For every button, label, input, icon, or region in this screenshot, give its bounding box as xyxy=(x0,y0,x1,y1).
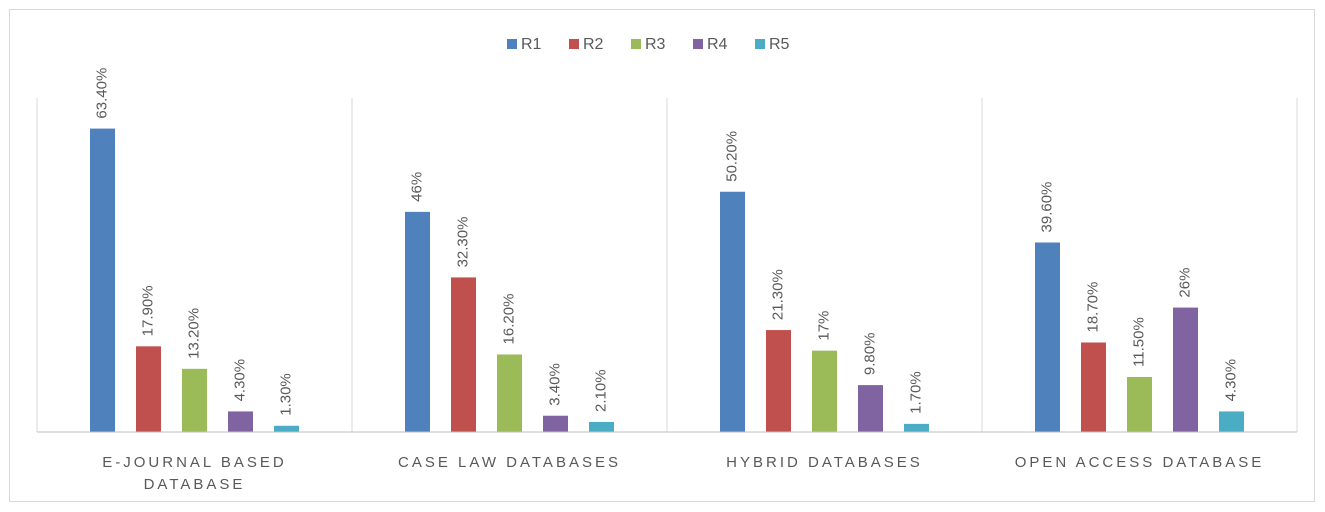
bar xyxy=(858,385,883,432)
bar xyxy=(136,346,161,432)
bar xyxy=(182,368,207,432)
value-label: 26% xyxy=(1176,268,1193,298)
x-tick-label: HYBRID DATABASES xyxy=(726,454,923,471)
bar xyxy=(543,415,568,432)
bar xyxy=(812,350,837,432)
x-tick-label: E-JOURNAL BASED DATABASE xyxy=(102,454,287,493)
value-label: 32.30% xyxy=(454,217,471,268)
value-label: 39.60% xyxy=(1038,182,1055,233)
value-label: 11.50% xyxy=(1130,317,1147,367)
legend-label: R4 xyxy=(707,36,728,53)
value-label: 17.90% xyxy=(139,285,156,336)
x-tick-label: OPEN ACCESS DATABASE xyxy=(1014,454,1265,471)
bar xyxy=(1035,242,1060,432)
legend-label: R5 xyxy=(769,36,790,53)
legend-label: R3 xyxy=(645,36,666,53)
value-label: 50.20% xyxy=(723,131,740,182)
bar xyxy=(274,425,299,432)
value-label: 16.20% xyxy=(500,294,517,345)
bar xyxy=(904,423,929,432)
bar xyxy=(405,211,430,432)
value-label: 17% xyxy=(815,311,832,341)
bar xyxy=(589,421,614,432)
value-label: 4.30% xyxy=(1222,359,1239,402)
bar xyxy=(720,191,745,432)
legend-label: R1 xyxy=(521,36,542,53)
value-label: 18.70% xyxy=(1084,282,1101,333)
legend-swatch xyxy=(569,39,579,49)
bar xyxy=(497,354,522,432)
bar xyxy=(90,128,115,433)
bar xyxy=(1173,307,1198,432)
legend-swatch xyxy=(755,39,765,49)
legend-swatch xyxy=(507,39,517,49)
legend-swatch xyxy=(693,39,703,49)
value-label: 21.30% xyxy=(769,269,786,320)
bar xyxy=(1127,376,1152,432)
value-label: 1.30% xyxy=(277,373,294,416)
bar xyxy=(451,277,476,432)
value-label: 4.30% xyxy=(231,359,248,402)
value-label: 46% xyxy=(408,172,425,202)
bar xyxy=(228,411,253,432)
bar xyxy=(766,330,791,432)
value-label: 3.40% xyxy=(546,363,563,406)
bar xyxy=(1219,411,1244,432)
bar xyxy=(1081,342,1106,432)
value-label: 2.10% xyxy=(592,369,609,412)
x-tick-label: CASE LAW DATABASES xyxy=(398,454,621,471)
value-label: 9.80% xyxy=(861,333,878,376)
legend-swatch xyxy=(631,39,641,49)
value-label: 1.70% xyxy=(907,371,924,414)
value-label: 13.20% xyxy=(185,308,202,359)
value-label: 63.40% xyxy=(93,68,110,119)
legend-label: R2 xyxy=(583,36,604,53)
